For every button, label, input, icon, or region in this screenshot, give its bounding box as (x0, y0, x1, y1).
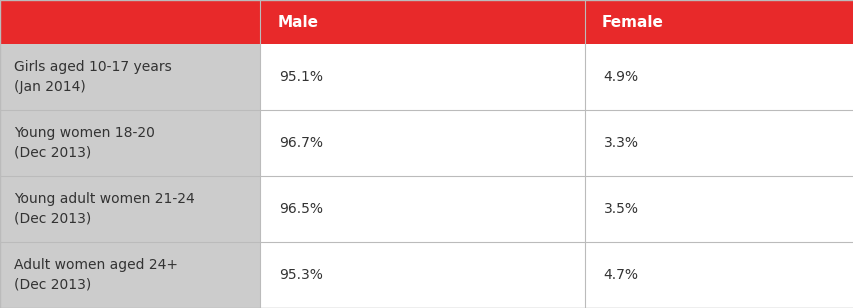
Text: 96.7%: 96.7% (279, 136, 323, 150)
Bar (260, 110, 584, 176)
Text: 3.5%: 3.5% (603, 202, 638, 216)
Text: 4.7%: 4.7% (603, 268, 638, 282)
Text: Adult women aged 24+
(Dec 2013): Adult women aged 24+ (Dec 2013) (14, 258, 177, 292)
Text: 4.9%: 4.9% (603, 70, 638, 84)
Bar (584, 110, 853, 176)
Text: Female: Female (601, 14, 663, 30)
Bar (584, 44, 853, 110)
Text: Young adult women 21-24
(Dec 2013): Young adult women 21-24 (Dec 2013) (14, 192, 194, 226)
Bar (260, 176, 584, 242)
Bar (0, 44, 260, 110)
Text: 95.1%: 95.1% (279, 70, 323, 84)
Bar (584, 242, 853, 308)
Bar (584, 176, 853, 242)
Text: 96.5%: 96.5% (279, 202, 323, 216)
Bar (260, 242, 584, 308)
Bar (0, 242, 260, 308)
Text: Young women 18-20
(Dec 2013): Young women 18-20 (Dec 2013) (14, 126, 154, 160)
Bar (0, 110, 260, 176)
Bar (0, 0, 853, 44)
Text: 95.3%: 95.3% (279, 268, 322, 282)
Text: Girls aged 10-17 years
(Jan 2014): Girls aged 10-17 years (Jan 2014) (14, 60, 171, 94)
Bar (0, 176, 260, 242)
Text: 3.3%: 3.3% (603, 136, 638, 150)
Text: Male: Male (277, 14, 318, 30)
Bar (260, 44, 584, 110)
